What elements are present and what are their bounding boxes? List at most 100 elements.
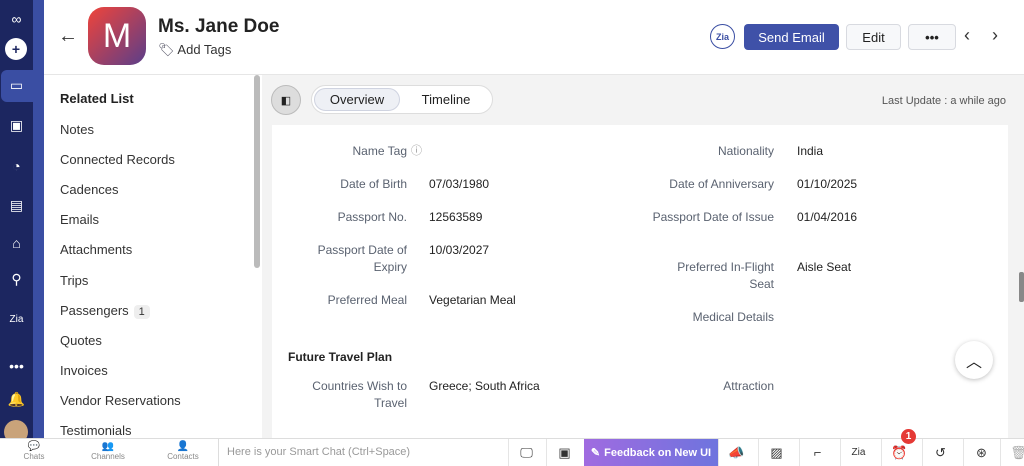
related-item[interactable]: Trips — [60, 273, 88, 288]
related-item[interactable]: Notes — [60, 122, 94, 137]
related-item[interactable]: Invoices — [60, 363, 108, 378]
alarm-icon[interactable]: ⏰ — [881, 439, 917, 466]
field-label: Attraction — [723, 379, 774, 393]
more-icon[interactable]: ••• — [9, 357, 24, 374]
field-label: Passport Date of Expiry — [317, 243, 407, 274]
field-value: 01/04/2016 — [797, 210, 858, 224]
related-item[interactable]: Emails — [60, 212, 99, 227]
create-icon[interactable]: + — [5, 38, 27, 60]
field-label: Countries Wish to Travel — [312, 379, 407, 410]
related-item[interactable]: Attachments — [60, 242, 132, 257]
related-item[interactable]: Vendor Reservations — [60, 393, 181, 408]
previous-record-icon[interactable]: ‹ — [964, 25, 970, 45]
related-item[interactable]: Passengers 1 — [60, 303, 150, 319]
chat-icon: 💬 — [27, 441, 41, 452]
related-list-panel: Related List Notes Connected Records Caden… — [44, 75, 262, 438]
related-item-label: Passengers — [60, 303, 129, 318]
related-item[interactable]: Cadences — [60, 182, 119, 197]
accessibility-icon[interactable]: ⊛ — [963, 439, 999, 466]
tab-overview[interactable]: Overview — [314, 88, 400, 111]
related-item[interactable]: Connected Records — [60, 152, 175, 167]
edit-icon: ✎ — [590, 447, 601, 459]
main-content: ◧ Overview Timeline Last Update : a whil… — [262, 75, 1024, 445]
notification-badge: 1 — [901, 429, 916, 444]
info-icon[interactable]: ⓘ — [411, 145, 422, 157]
field-value: Aisle Seat — [797, 260, 852, 274]
tab-timeline[interactable]: Timeline — [421, 92, 471, 107]
scroll-top-button[interactable]: ︿ — [955, 341, 993, 379]
related-item-label: Cadences — [60, 182, 119, 197]
related-list-scrollbar[interactable] — [254, 75, 260, 268]
last-update: Last Update : a while ago — [881, 95, 1006, 107]
related-list-title: Related List — [60, 91, 134, 106]
related-item-label: Quotes — [60, 333, 102, 348]
zia-button[interactable]: Zia — [710, 24, 735, 49]
announcement-icon[interactable]: 📣 — [718, 439, 754, 466]
contacts-label: Contacts — [167, 452, 199, 461]
more-actions-button[interactable]: ••• — [908, 24, 956, 50]
bottom-bar: 💬 Chats 👥 Channels 👤 Contacts Here is your … — [0, 429, 1024, 466]
reports-icon[interactable]: ▣ — [9, 117, 24, 133]
record-avatar: M — [88, 7, 146, 65]
related-item-label: Notes — [60, 122, 94, 137]
screen-share-icon[interactable]: 🖵 — [508, 439, 544, 466]
search-icon[interactable]: ⚲ — [11, 271, 22, 287]
related-item-label: Testimonials — [60, 423, 132, 438]
analytics-icon[interactable]: ◔ — [12, 157, 21, 174]
field-label: Passport Date of Issue — [652, 210, 774, 224]
chats-button[interactable]: 💬 Chats — [9, 441, 59, 461]
zia-icon[interactable]: Zia — [9, 314, 24, 325]
section-title: Future Travel Plan — [288, 350, 393, 364]
back-arrow-icon[interactable]: ← — [58, 25, 78, 47]
feedback-button[interactable]: ✎ Feedback on New UI — [584, 439, 718, 466]
related-item[interactable]: Testimonials — [60, 423, 132, 438]
activity-icon[interactable]: ▨ — [758, 439, 794, 466]
panel-toggle-icon[interactable]: ◧ — [271, 85, 301, 115]
add-tags-label: Add Tags — [177, 42, 232, 57]
related-item[interactable]: Quotes — [60, 333, 102, 348]
edit-button[interactable]: Edit — [846, 24, 901, 50]
store-icon[interactable]: ⌂ — [12, 234, 21, 251]
note-icon[interactable]: ⌐ — [799, 439, 835, 466]
field-value: India — [797, 144, 824, 158]
field-label: Date of Anniversary — [669, 177, 774, 191]
contacts-button[interactable]: 👤 Contacts — [158, 441, 208, 461]
record-header: ← M Ms. Jane Doe 🏷 Add Tags Zia Send Ema… — [44, 0, 1024, 75]
history-icon[interactable]: ↺ — [922, 439, 958, 466]
record-name: Ms. Jane Doe — [158, 16, 280, 37]
zia-bottom-icon[interactable]: Zia — [840, 439, 876, 466]
active-rail-item — [1, 70, 44, 102]
zoho-logo-icon[interactable]: ∞ — [11, 10, 22, 27]
field-value: 01/10/2025 — [797, 177, 858, 191]
contact-icon: 👤 — [176, 441, 190, 452]
add-tags-button[interactable]: 🏷 Add Tags — [158, 42, 231, 58]
field-value: 12563589 — [429, 210, 483, 224]
bell-icon[interactable]: 🔔 — [7, 391, 26, 407]
channels-icon: 👥 — [101, 441, 115, 452]
field-label: Medical Details — [692, 310, 774, 324]
folder-icon[interactable]: ▭ — [9, 77, 24, 93]
field-value: Vegetarian Meal — [429, 293, 516, 307]
related-item-label: Connected Records — [60, 152, 175, 167]
main-scrollbar[interactable] — [1019, 272, 1024, 302]
field-value: Greece; South Africa — [429, 379, 540, 393]
tag-icon: 🏷 — [158, 42, 175, 57]
rail-strip — [33, 0, 44, 438]
smart-chat-input[interactable]: Here is your Smart Chat (Ctrl+Space) — [218, 439, 508, 466]
calendar-edit-icon[interactable]: ▤ — [9, 197, 24, 213]
view-tabs: Overview Timeline — [311, 85, 493, 114]
media-icon[interactable]: ▣ — [546, 439, 582, 466]
related-item-label: Trips — [60, 273, 89, 288]
field-label: Passport No. — [337, 210, 407, 224]
send-email-button[interactable]: Send Email — [744, 24, 839, 50]
field-label: Nationality — [717, 144, 774, 158]
next-record-icon[interactable]: › — [992, 25, 998, 45]
related-item-label: Emails — [60, 212, 100, 227]
field-value: 07/03/1980 — [429, 177, 490, 191]
related-item-label: Vendor Reservations — [60, 393, 181, 408]
feedback-label: Feedback on New UI — [604, 446, 712, 459]
channels-button[interactable]: 👥 Channels — [83, 441, 133, 461]
field-label: Preferred In-Flight Seat — [677, 260, 774, 291]
field-value: 10/03/2027 — [429, 243, 490, 257]
trash-icon[interactable]: 🗑 — [1000, 439, 1024, 466]
